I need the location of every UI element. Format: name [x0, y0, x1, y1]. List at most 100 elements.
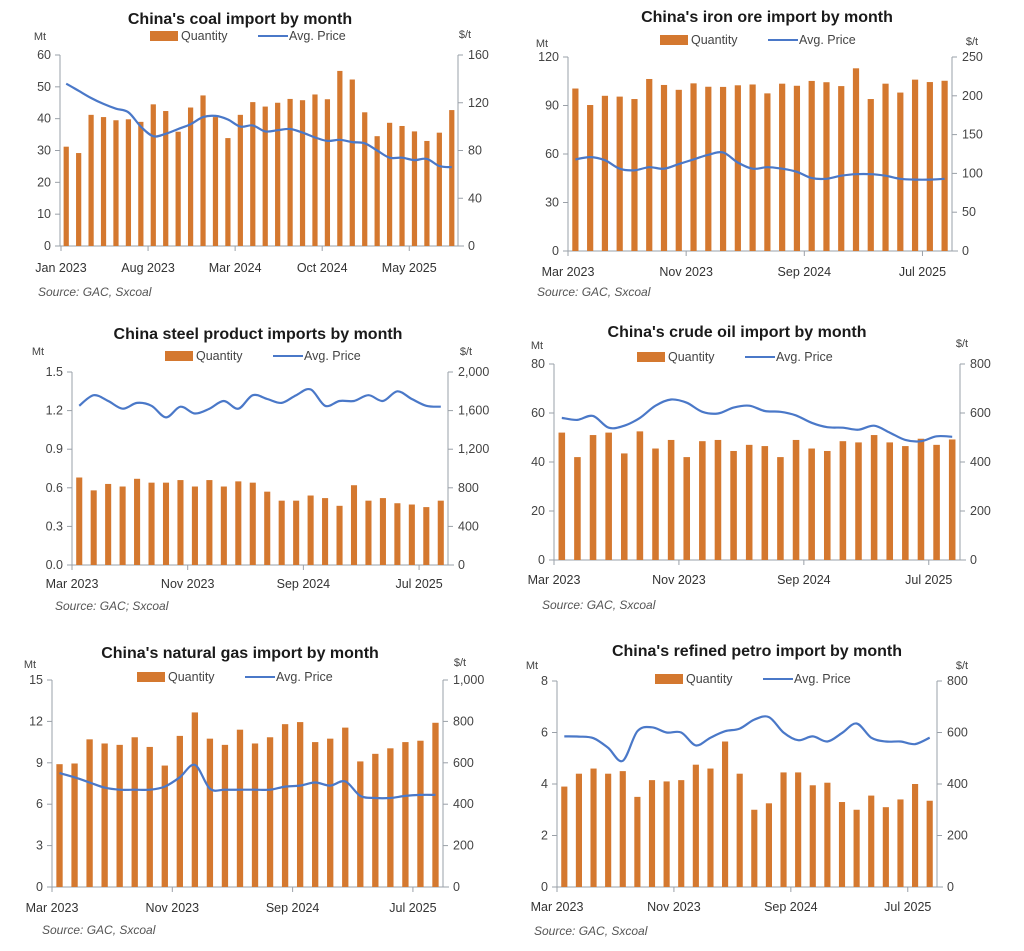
bar-quantity-jun-2023 [126, 119, 131, 246]
natural-gas-chart-svg: China's natural gas import by monthMt$/t… [0, 634, 512, 951]
source-note: Source: GAC, Sxcoal [534, 924, 648, 938]
bar-quantity-mar-2024 [715, 440, 722, 560]
bar-quantity-may-2023 [590, 769, 596, 887]
bar-quantity-aug-2025 [449, 110, 454, 246]
bar-quantity-jun-2025 [424, 141, 429, 246]
legend-label-quantity: Quantity [168, 670, 215, 684]
chart-title: China's natural gas import by month [101, 645, 379, 662]
coal-chart-svg: China's coal import by monthMt$/tQuantit… [0, 0, 512, 317]
legend-label-quantity: Quantity [196, 349, 243, 363]
right-axis-unit: $/t [454, 657, 466, 669]
bar-quantity-dec-2023 [705, 87, 711, 251]
bar-quantity-aug-2025 [949, 439, 956, 560]
left-y-tick-label: 60 [37, 48, 51, 62]
bar-quantity-jan-2025 [362, 112, 367, 246]
bar-quantity-apr-2024 [222, 745, 228, 887]
bar-quantity-nov-2023 [690, 83, 696, 251]
right-y-tick-label: 1,200 [458, 442, 489, 456]
legend-label-price: Avg. Price [799, 33, 856, 47]
bar-quantity-may-2023 [105, 484, 111, 565]
bar-quantity-oct-2023 [664, 781, 670, 887]
bar-quantity-apr-2025 [882, 84, 888, 251]
bar-quantity-jul-2024 [267, 737, 273, 887]
left-y-tick-label: 90 [545, 99, 559, 113]
left-y-tick-label: 0.6 [46, 481, 63, 495]
bar-quantity-jun-2023 [101, 743, 107, 887]
bar-quantity-aug-2024 [794, 86, 800, 251]
bar-quantity-dec-2023 [206, 480, 212, 565]
bar-quantity-apr-2024 [735, 85, 741, 251]
right-y-tick-label: 50 [962, 205, 976, 219]
bar-quantity-dec-2024 [342, 728, 348, 887]
bar-quantity-aug-2025 [432, 723, 438, 887]
x-tick-label: Sep 2024 [266, 901, 320, 915]
left-y-tick-label: 30 [545, 196, 559, 210]
source-note: Source: GAC, Sxcoal [42, 923, 156, 937]
legend-swatch-quantity [165, 351, 193, 361]
right-y-tick-label: 0 [947, 880, 954, 894]
bar-quantity-jul-2023 [631, 99, 637, 251]
bar-quantity-may-2025 [883, 807, 889, 887]
left-y-tick-label: 20 [37, 175, 51, 189]
bar-quantity-aug-2023 [149, 483, 155, 565]
left-y-tick-label: 9 [36, 756, 43, 770]
source-note: Source: GAC, Sxcoal [38, 285, 152, 299]
x-tick-label: Nov 2023 [659, 265, 713, 279]
bar-quantity-jul-2024 [777, 457, 784, 560]
left-y-tick-label: 2 [541, 829, 548, 843]
right-y-tick-label: 0 [453, 880, 460, 894]
bar-quantity-may-2024 [737, 774, 743, 887]
x-tick-label: Nov 2023 [652, 573, 706, 587]
bar-quantity-jul-2023 [620, 771, 626, 887]
bar-quantity-jun-2024 [275, 103, 280, 246]
x-tick-label: Sep 2024 [777, 573, 831, 587]
bar-quantity-aug-2024 [793, 440, 800, 560]
bar-quantity-dec-2024 [351, 485, 357, 565]
bar-quantity-may-2023 [590, 435, 597, 560]
bar-quantity-sep-2023 [147, 747, 153, 887]
bar-quantity-jun-2025 [402, 742, 408, 887]
bar-quantity-aug-2023 [634, 797, 640, 887]
bar-quantity-jun-2024 [751, 810, 757, 887]
legend-label-quantity: Quantity [686, 672, 733, 686]
bar-quantity-jul-2024 [766, 803, 772, 887]
bar-quantity-oct-2023 [177, 480, 183, 565]
bar-quantity-sep-2024 [312, 94, 317, 246]
bar-quantity-jul-2025 [423, 507, 429, 565]
source-note: Source: GAC, Sxcoal [542, 598, 656, 612]
left-y-tick-label: 15 [29, 673, 43, 687]
avg-price-line [562, 399, 952, 441]
bar-quantity-oct-2023 [176, 132, 181, 246]
bar-quantity-jun-2023 [617, 97, 623, 251]
legend: Quantity Avg. Price [660, 33, 856, 47]
bar-quantity-jun-2025 [409, 505, 415, 565]
legend-label-quantity: Quantity [691, 33, 738, 47]
bar-quantity-sep-2024 [808, 449, 815, 560]
legend: Quantity Avg. Price [165, 349, 361, 363]
bar-quantity-oct-2023 [668, 440, 675, 560]
legend-label-price: Avg. Price [276, 670, 333, 684]
bar-quantity-dec-2023 [699, 441, 706, 560]
bar-quantity-dec-2023 [192, 712, 198, 887]
left-y-tick-label: 0 [552, 244, 559, 258]
bar-quantity-apr-2023 [574, 457, 581, 560]
right-y-tick-label: 400 [453, 797, 474, 811]
bar-quantity-jun-2024 [762, 446, 769, 560]
bar-quantity-mar-2025 [387, 123, 392, 246]
bar-quantity-sep-2023 [649, 780, 655, 887]
bar-quantity-mar-2024 [221, 487, 227, 565]
x-tick-label: Sep 2024 [778, 265, 832, 279]
bar-quantity-nov-2023 [683, 457, 690, 560]
x-tick-label: Oct 2024 [297, 261, 348, 275]
bar-quantity-jun-2023 [605, 433, 612, 560]
bar-quantity-nov-2024 [337, 506, 343, 565]
legend-label-price: Avg. Price [304, 349, 361, 363]
bar-quantity-dec-2024 [855, 442, 862, 560]
bar-quantity-apr-2025 [868, 796, 874, 887]
right-y-tick-label: 250 [962, 50, 983, 64]
bar-quantity-jul-2023 [138, 122, 143, 246]
bar-quantity-mar-2025 [357, 761, 363, 887]
x-tick-label: Mar 2023 [542, 265, 595, 279]
left-y-tick-label: 0.9 [46, 442, 63, 456]
